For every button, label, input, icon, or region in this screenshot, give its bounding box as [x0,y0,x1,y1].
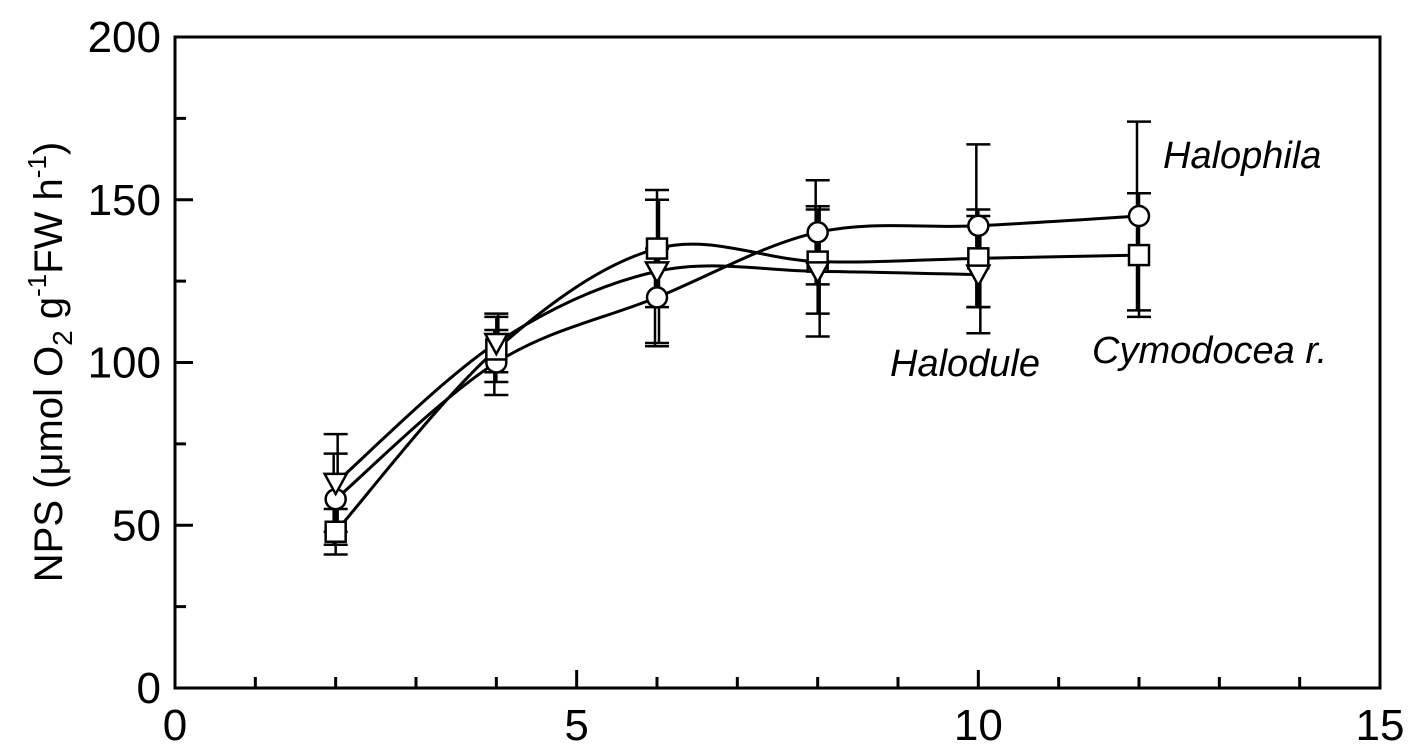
marker-halodule [643,261,671,285]
marker-halophila [967,214,990,238]
annotation-halodule: Halodule [890,343,1040,385]
marker-halodule [965,264,992,289]
data-markers [322,204,1151,544]
marker-cymodocea-r [1127,243,1151,267]
y-axis-label-o2-subscript: 2 [47,330,78,346]
x-tick-label: 15 [1356,701,1405,750]
annotation-halophila: Halophila [1163,135,1321,177]
marker-cymodocea-r [324,520,347,544]
curve-cymodocea-r [334,242,1140,533]
y-tick-label: 50 [112,501,161,550]
x-tick-label: 0 [163,701,187,750]
annotation-cymodocea: Cymodocea r. [1092,330,1327,372]
y-axis-label-prefix: NPS (μmol O [27,346,71,582]
marker-halophila [806,221,829,244]
marker-halodule [322,472,349,497]
y-tick-label: 150 [88,176,161,225]
marker-cymodocea-r [645,237,669,260]
axis-ticks [173,35,1382,690]
y-tick-label: 0 [137,664,161,713]
y-tick-label: 100 [88,339,161,388]
error-bars [323,120,1151,556]
y-axis-label: NPS (μmol O2 g-1FW h-1) [22,142,78,582]
marker-halodule [483,332,510,357]
y-axis-label-h-superscript: -1 [22,155,52,178]
y-axis-label-suffix: ) [27,142,71,155]
x-tick-label: 5 [564,701,588,750]
y-axis-label-g: g [27,297,71,330]
y-tick-label: 200 [88,13,161,62]
marker-halodule [804,261,831,285]
marker-halophila [645,286,669,309]
y-axis-label-g-superscript: -1 [22,274,52,297]
y-axis-label-fw: FW h [27,178,71,274]
x-tick-label: 10 [954,701,1003,750]
marker-halophila [1127,204,1151,228]
